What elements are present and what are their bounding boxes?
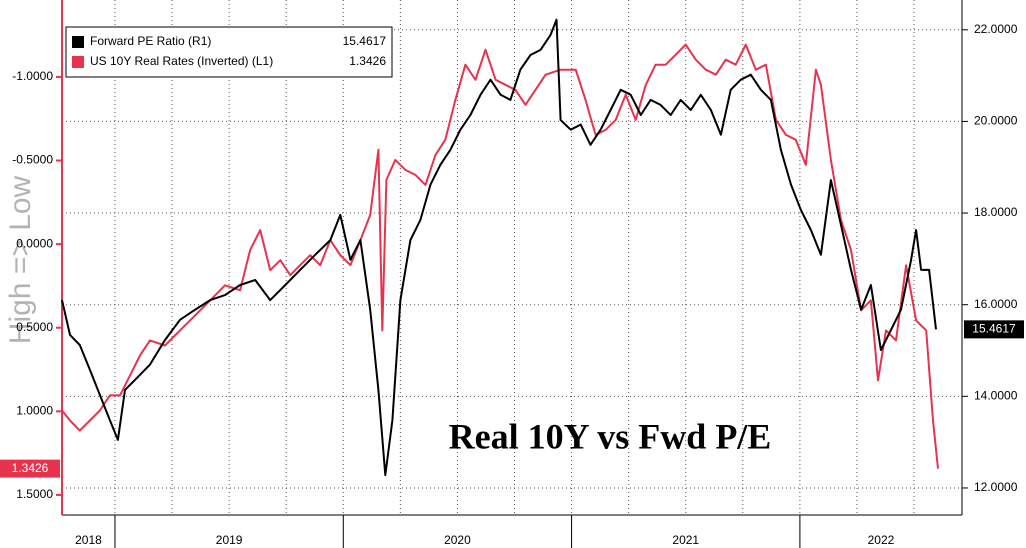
y2-tick-label: 22.0000	[974, 22, 1018, 36]
y2-tick-label: 20.0000	[974, 114, 1018, 128]
y-axis-title: High => Low	[4, 175, 37, 344]
y-tick-label: 1.5000	[16, 487, 53, 501]
legend-label: US 10Y Real Rates (Inverted) (L1)	[90, 54, 273, 68]
last-value-tag	[0, 459, 60, 478]
legend-swatch	[72, 36, 84, 48]
x-tick-label: 2018	[75, 533, 102, 547]
legend-value: 15.4617	[343, 34, 387, 48]
legend-swatch	[72, 56, 84, 68]
annotation: Real 10Y vs Fwd P/E	[449, 416, 772, 456]
last-value-tag	[964, 320, 1024, 339]
last-value-label: 15.4617	[972, 322, 1016, 336]
x-tick-label: 2022	[868, 533, 895, 547]
y2-tick-label: 16.0000	[974, 297, 1018, 311]
y2-tick-label: 12.0000	[974, 480, 1018, 494]
y-tick-label: 0.5000	[16, 320, 53, 334]
x-tick-label: 2019	[216, 533, 243, 547]
y2-tick-label: 18.0000	[974, 205, 1018, 219]
last-value-label: 1.3426	[12, 461, 49, 475]
legend-box	[65, 26, 393, 78]
x-tick-label: 2021	[672, 533, 699, 547]
series-line	[61, 18, 937, 477]
y-tick-label: -1.0000	[12, 69, 53, 83]
x-tick-label: 2020	[444, 533, 471, 547]
legend-value: 1.3426	[349, 54, 386, 68]
legend-label: Forward PE Ratio (R1)	[90, 34, 211, 48]
y2-tick-label: 14.0000	[974, 389, 1018, 403]
y-tick-label: 0.0000	[16, 236, 53, 250]
series-line	[61, 43, 939, 469]
y-tick-label: 1.0000	[16, 404, 53, 418]
legend: Forward PE Ratio (R1) 15.4617 US 10Y Real …	[65, 26, 393, 78]
y-tick-label: -0.5000	[12, 153, 53, 167]
